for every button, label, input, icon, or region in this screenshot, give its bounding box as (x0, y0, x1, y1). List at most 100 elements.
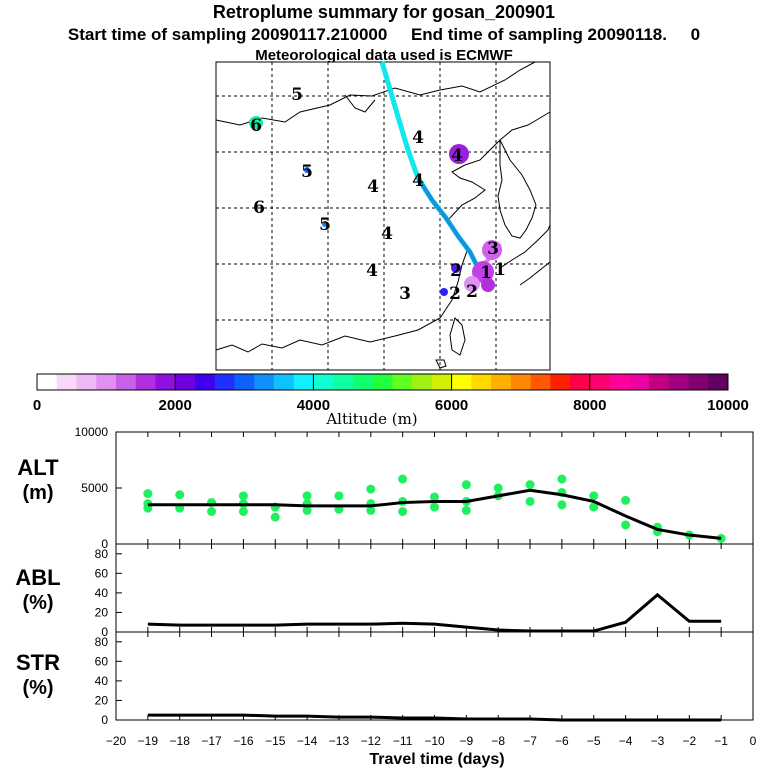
x-tick-label: −13 (329, 734, 350, 748)
map-altitude-label: 4 (412, 171, 424, 191)
abl-frame (115, 543, 754, 633)
alt-scatter-point (302, 505, 312, 515)
trajectory-marker (472, 261, 494, 283)
abl-mean-line (147, 592, 722, 633)
x-tick-label: −1 (714, 734, 728, 748)
alt-scatter-point (461, 480, 471, 490)
trajectory-marker (304, 167, 310, 173)
alt-ytick-label: 5000 (81, 481, 108, 495)
trajectory-marker (464, 276, 480, 292)
altitude-colorbar: 0 2000 4000 6000 8000 10000 Altitude (m) (33, 373, 749, 428)
x-tick-label: −11 (393, 734, 413, 748)
trajectory-lower-segment (416, 176, 480, 269)
colorbar-tick-label: 0 (33, 397, 41, 414)
map-altitude-label: 4 (451, 146, 463, 166)
alt-scatter-point (621, 520, 631, 530)
alt-ytick-label: 0 (101, 537, 108, 551)
abl-ytick-label: 60 (95, 566, 109, 580)
map-altitude-label: 1 (480, 263, 492, 283)
colorbar-swatch (412, 374, 433, 390)
colorbar-swatch (273, 374, 295, 390)
x-tick-label: −4 (619, 734, 633, 748)
x-tick-label: −17 (201, 734, 222, 748)
alt-scatter-point (621, 495, 631, 505)
colorbar-swatch (668, 374, 690, 390)
alt-scatter-point (398, 507, 408, 517)
colorbar-swatch (155, 374, 176, 390)
trajectory-marker (440, 288, 448, 296)
map-altitude-label: 4 (367, 177, 379, 197)
colorbar-swatch (135, 374, 156, 390)
colorbar-swatch (56, 374, 77, 390)
colorbar-swatches (37, 374, 729, 390)
colorbar-swatch (254, 374, 275, 390)
map-altitude-label: 2 (466, 282, 478, 302)
x-tick-label: −9 (460, 734, 474, 748)
colorbar-swatch (629, 374, 650, 390)
trajectory-marker (481, 278, 495, 292)
colorbar-swatch (352, 374, 374, 390)
x-axis-title: Travel time (days) (369, 751, 504, 768)
colorbar-swatch (76, 374, 97, 390)
map-altitude-label: 3 (399, 284, 411, 304)
x-tick-label: −14 (297, 734, 318, 748)
x-tick-label: −16 (233, 734, 254, 748)
colorbar-swatch (96, 374, 117, 390)
colorbar-swatch (451, 374, 472, 390)
str-ylabel: STR (16, 650, 60, 675)
x-tick-label: −6 (555, 734, 569, 748)
alt-scatter-point (175, 490, 185, 500)
abl-ytick-label: 80 (95, 547, 109, 561)
alt-scatter-point (238, 507, 248, 517)
abl-ylabel-unit: (%) (22, 592, 53, 614)
alt-scatter-point (366, 505, 376, 515)
trajectory-marker (249, 116, 263, 130)
x-tick-label: −18 (170, 734, 191, 748)
colorbar-swatch (372, 374, 393, 390)
colorbar-ticks: 0 2000 4000 6000 8000 10000 (33, 374, 749, 414)
colorbar-swatch (491, 374, 512, 390)
map-altitude-label: 5 (301, 162, 313, 182)
colorbar-swatch (471, 374, 492, 390)
colorbar-swatch (530, 374, 551, 390)
str-ytick-label: 0 (101, 713, 108, 727)
colorbar-swatch (194, 374, 216, 390)
alt-scatter-point (238, 491, 248, 501)
alt-scatter-point (589, 502, 599, 512)
str-frame (115, 631, 754, 721)
map-altitude-label: 5 (291, 85, 303, 105)
str-ytick-label: 20 (95, 693, 109, 707)
colorbar-swatch (649, 374, 670, 390)
x-tick-label: −10 (424, 734, 445, 748)
alt-panel: 0 5000 10000 ALT(m) (17, 425, 754, 551)
map-altitude-label: 2 (450, 261, 462, 281)
x-tick-label: −3 (651, 734, 665, 748)
alt-scatter-point (302, 491, 312, 501)
alt-scatter-point (207, 507, 217, 517)
alt-ytick-label: 10000 (75, 425, 109, 439)
x-tick-label: −5 (587, 734, 601, 748)
trajectory-marker (482, 240, 502, 260)
abl-ylabel: ABL (15, 565, 60, 590)
alt-scatter-point (398, 474, 408, 484)
colorbar-swatch (115, 374, 137, 390)
trajectory-marker (322, 221, 328, 227)
colorbar-tick-label: 8000 (573, 397, 606, 414)
x-tick-label: −2 (682, 734, 696, 748)
abl-ytick-label: 0 (101, 625, 108, 639)
x-tick-label: −19 (138, 734, 159, 748)
colorbar-swatch (293, 374, 314, 390)
alt-scatter-point (430, 492, 439, 502)
colorbar-swatch (392, 374, 413, 390)
map-altitude-label: 4 (412, 128, 424, 148)
str-panel: 0 20 40 60 80 STR(%) (16, 631, 754, 727)
alt-ylabel-unit: (m) (22, 482, 53, 504)
map-altitude-label: 5 (319, 215, 331, 235)
met-data-label: Meteorological data used is ECMWF (255, 47, 513, 64)
alt-scatter-point (493, 483, 503, 493)
x-tick-label: 0 (750, 734, 757, 748)
str-ytick-label: 80 (95, 635, 109, 649)
colorbar-swatch (708, 374, 729, 390)
